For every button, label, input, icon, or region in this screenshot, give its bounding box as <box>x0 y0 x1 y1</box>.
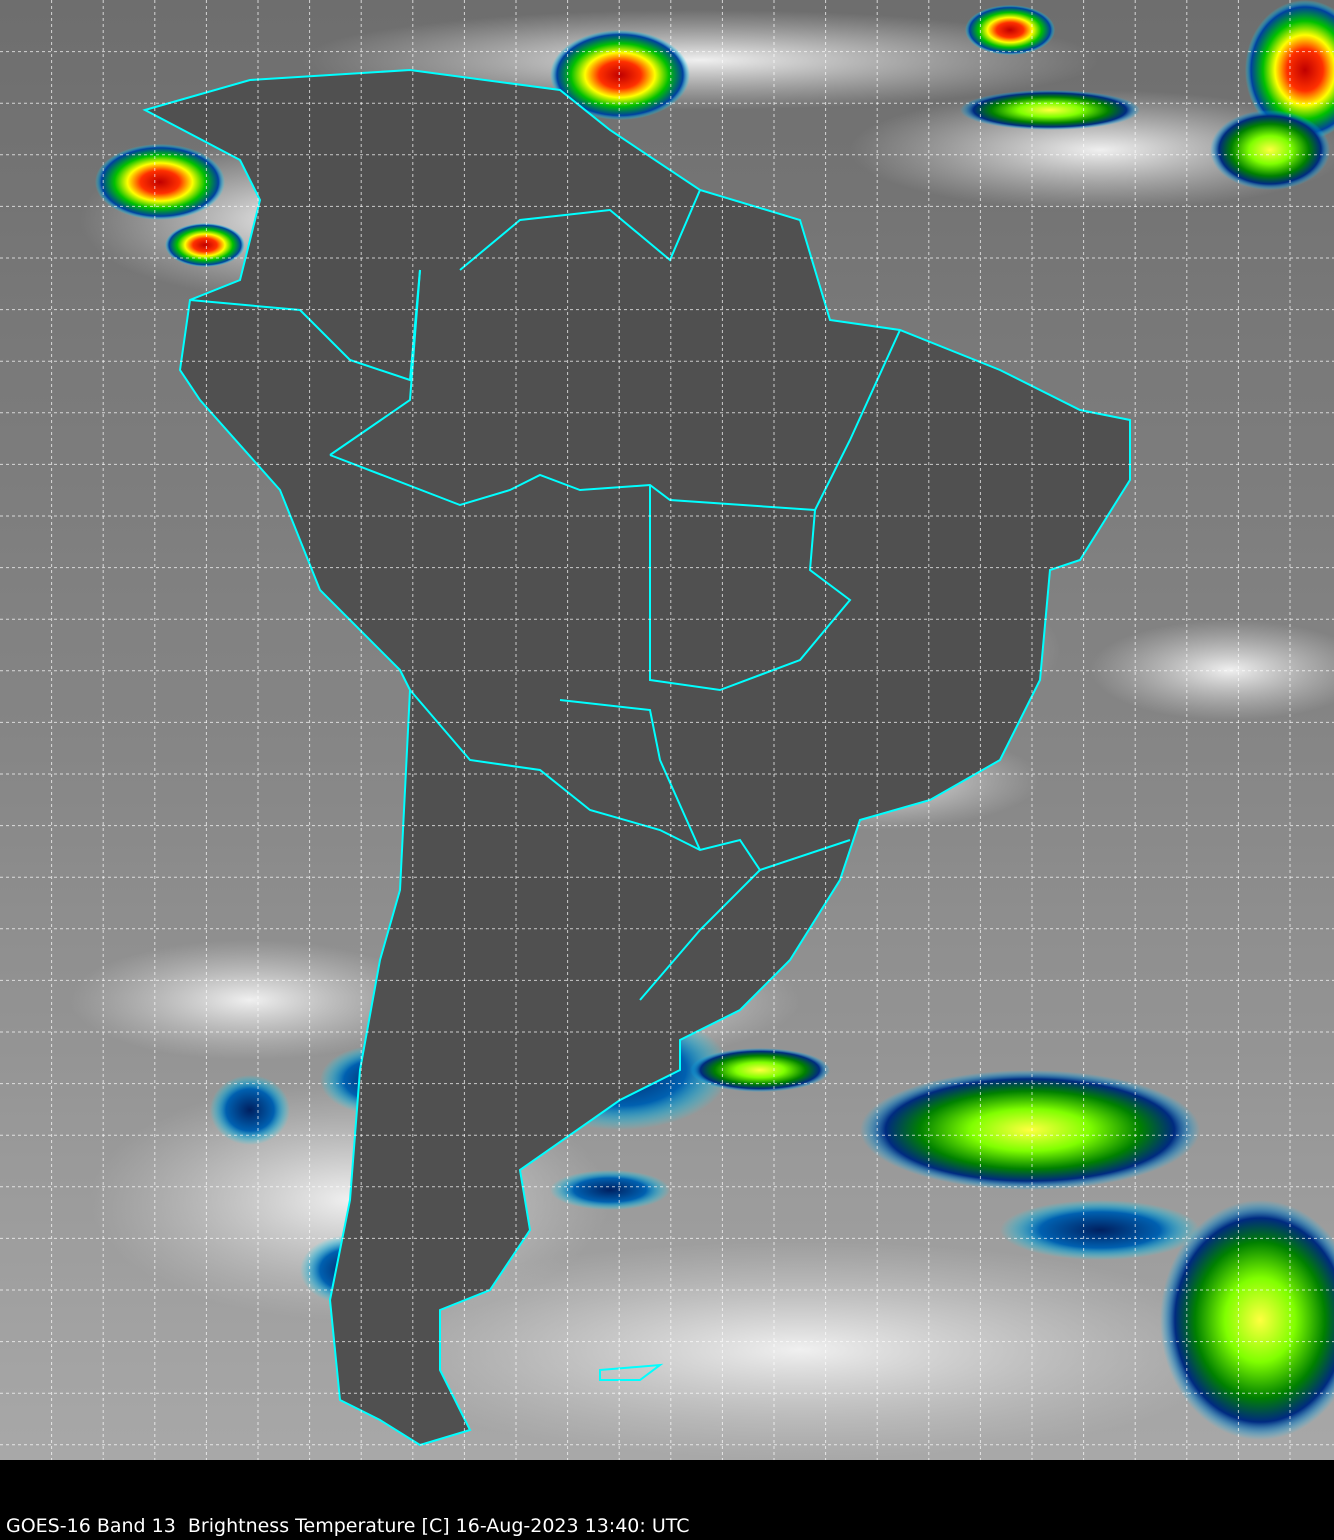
convective-storms <box>95 0 1334 1440</box>
lat-lon-grid <box>0 0 1334 1460</box>
image-caption: GOES-16 Band 13 Brightness Temperature [… <box>6 1515 690 1537</box>
coastlines-borders <box>144 69 1131 1446</box>
satellite-image <box>0 0 1334 1460</box>
